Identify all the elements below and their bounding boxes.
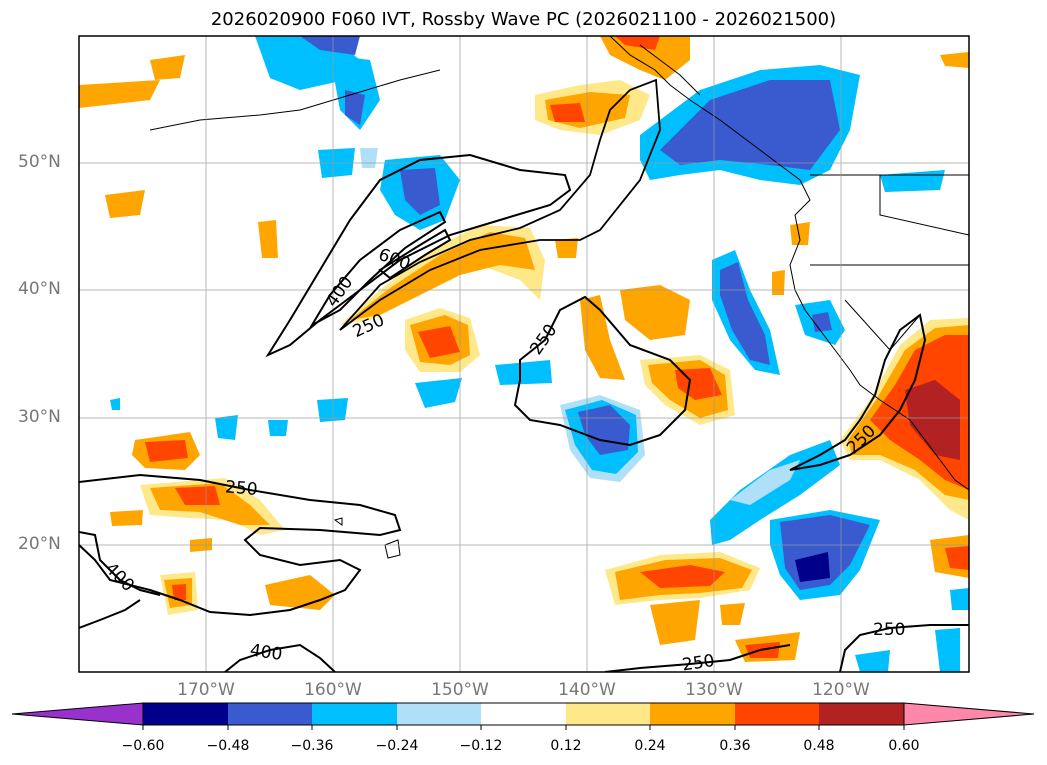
contour-label: 400 <box>249 641 284 665</box>
colorbar-tick-label: 0.36 <box>719 738 751 754</box>
lat-label-50n: 50°N <box>18 152 61 172</box>
lon-label-170w: 170°W <box>177 680 235 700</box>
colorbar-segment <box>312 703 397 725</box>
colorbar-segment <box>228 703 312 725</box>
colorbar-segment <box>397 703 481 725</box>
colorbar-tick-label: 0.60 <box>888 738 920 754</box>
lat-label-40n: 40°N <box>18 279 61 299</box>
lon-label-140w: 140°W <box>558 680 616 700</box>
colorbar-tick-label: −0.12 <box>459 738 503 754</box>
colorbar-segment <box>819 703 904 725</box>
gridlines <box>79 36 969 672</box>
map-frame <box>78 35 970 673</box>
colorbar-extend-min <box>11 702 144 726</box>
colorbar-tick-label: 0.24 <box>634 738 666 754</box>
colorbar-tick-label: −0.48 <box>206 738 250 754</box>
colorbar-segment <box>143 703 228 725</box>
colorbar-segment <box>566 703 650 725</box>
lon-label-130w: 130°W <box>685 680 743 700</box>
lat-label-30n: 30°N <box>18 407 61 427</box>
colorbar-segment <box>735 703 819 725</box>
colorbar <box>11 702 1035 730</box>
colorbar-segment <box>481 703 566 725</box>
colorbar-extend-max <box>903 702 1035 726</box>
contour-label: 250 <box>873 620 905 640</box>
ivt-contours <box>79 78 969 672</box>
map-title: 2026020900 F060 IVT, Rossby Wave PC (202… <box>210 9 837 30</box>
colorbar-segment <box>650 703 735 725</box>
colorbar-tick-label: −0.36 <box>290 738 334 754</box>
colorbar-tick-label: −0.60 <box>121 738 165 754</box>
colorbar-tick-label: 0.48 <box>803 738 835 754</box>
colorbar-tick-label: −0.24 <box>375 738 419 754</box>
contour-label: 250 <box>224 477 258 500</box>
lon-label-120w: 120°W <box>812 680 870 700</box>
lon-label-160w: 160°W <box>304 680 362 700</box>
lon-label-150w: 150°W <box>431 680 489 700</box>
colorbar-tick-label: 0.12 <box>550 738 582 754</box>
lat-label-20n: 20°N <box>18 534 61 554</box>
